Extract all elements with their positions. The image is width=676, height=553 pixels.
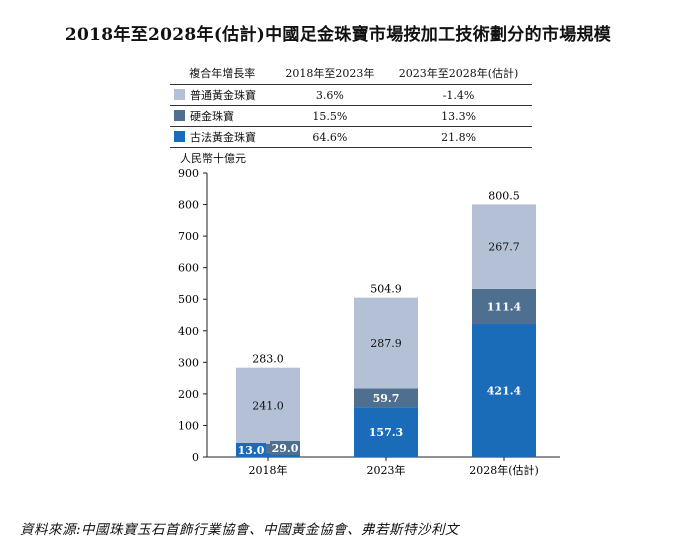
x-tick-label: 2023年	[367, 463, 406, 477]
y-tick-label: 200	[178, 388, 199, 401]
legend-swatch-regular	[174, 89, 185, 100]
y-axis-unit-label: 人民幣十億元	[180, 152, 246, 165]
y-tick-label: 100	[178, 419, 199, 432]
cagr-row-label: 古法黃金珠寶	[190, 131, 256, 144]
cagr-row-ancient: 古法黃金珠寶 64.6% 21.8%	[170, 126, 532, 148]
y-tick-label: 300	[178, 356, 199, 369]
bar-segment	[236, 443, 300, 453]
cagr-value: 21.8%	[441, 130, 477, 144]
chart-title: 2018年至2028年(估計)中國足金珠寶市場按加工技術劃分的市場規模	[64, 25, 612, 45]
legend-swatch-hard	[174, 110, 185, 121]
cagr-row-regular: 普通黃金珠寶 3.6% -1.4%	[170, 84, 532, 106]
bar-total-label: 283.0	[252, 353, 284, 366]
y-tick-label: 600	[178, 262, 199, 275]
cagr-header-period-2: 2023年至2028年(估計)	[398, 67, 519, 80]
segment-value-label: 111.4	[487, 300, 522, 313]
bar-total-label: 800.5	[488, 189, 520, 202]
y-tick-label: 700	[178, 230, 199, 243]
y-tick-label: 800	[178, 199, 199, 212]
cagr-header-label: 複合年增長率	[189, 67, 256, 80]
cagr-row-hard: 硬金珠寶 15.5% 13.3%	[170, 105, 532, 127]
segment-value-label: 13.0	[238, 444, 265, 457]
cagr-row-label: 普通黃金珠寶	[190, 89, 256, 102]
cagr-header-period-1: 2018年至2023年	[285, 67, 375, 80]
segment-value-label: 157.3	[369, 426, 403, 439]
segment-value-label: 29.0	[272, 442, 299, 455]
bar-segment	[472, 204, 536, 289]
x-tick-label: 2028年(估計)	[469, 463, 539, 477]
segment-value-label: 267.7	[488, 241, 520, 254]
bar-segment	[472, 324, 536, 457]
x-tick-label: 2018年	[249, 463, 288, 477]
y-tick-label: 900	[178, 167, 199, 180]
y-tick-label: 500	[178, 293, 199, 306]
source-note: 資料來源:中國珠寶玉石首飾行業協會、中國黃金協會、弗若斯特沙利文	[20, 522, 460, 538]
segment-value-label: 287.9	[370, 337, 402, 350]
y-tick-label: 0	[192, 451, 199, 464]
segment-value-label: 421.4	[487, 385, 522, 398]
bar-segment	[236, 452, 300, 457]
label-box-ancient-2018	[236, 443, 266, 457]
cagr-table-header: 複合年增長率 2018年至2023年 2023年至2028年(估計)	[170, 62, 532, 85]
legend-swatch-ancient	[174, 131, 185, 142]
bar-segment	[354, 388, 418, 408]
segment-value-label: 59.7	[373, 392, 400, 405]
cagr-table: 複合年增長率 2018年至2023年 2023年至2028年(估計) 普通黃金珠…	[170, 62, 532, 148]
cagr-value: 15.5%	[312, 109, 348, 123]
cagr-value: 64.6%	[312, 130, 348, 144]
cagr-value: 13.3%	[441, 109, 477, 123]
cagr-value: -1.4%	[442, 88, 475, 102]
bar-total-label: 504.9	[370, 283, 402, 296]
bar-segment	[354, 297, 418, 389]
stacked-bar-chart: 0 100 200 300 400 500 600 700 800 900 2018年 283.0 20…	[178, 167, 560, 477]
bar-segment	[236, 367, 300, 444]
cagr-value: 3.6%	[315, 88, 344, 102]
y-tick-label: 400	[178, 325, 199, 338]
cagr-row-label: 硬金珠寶	[190, 110, 234, 123]
bar-segment	[472, 288, 536, 325]
segment-value-label: 241.0	[252, 400, 284, 413]
bar-segment	[354, 407, 418, 457]
label-box-hard-2018	[270, 441, 300, 455]
